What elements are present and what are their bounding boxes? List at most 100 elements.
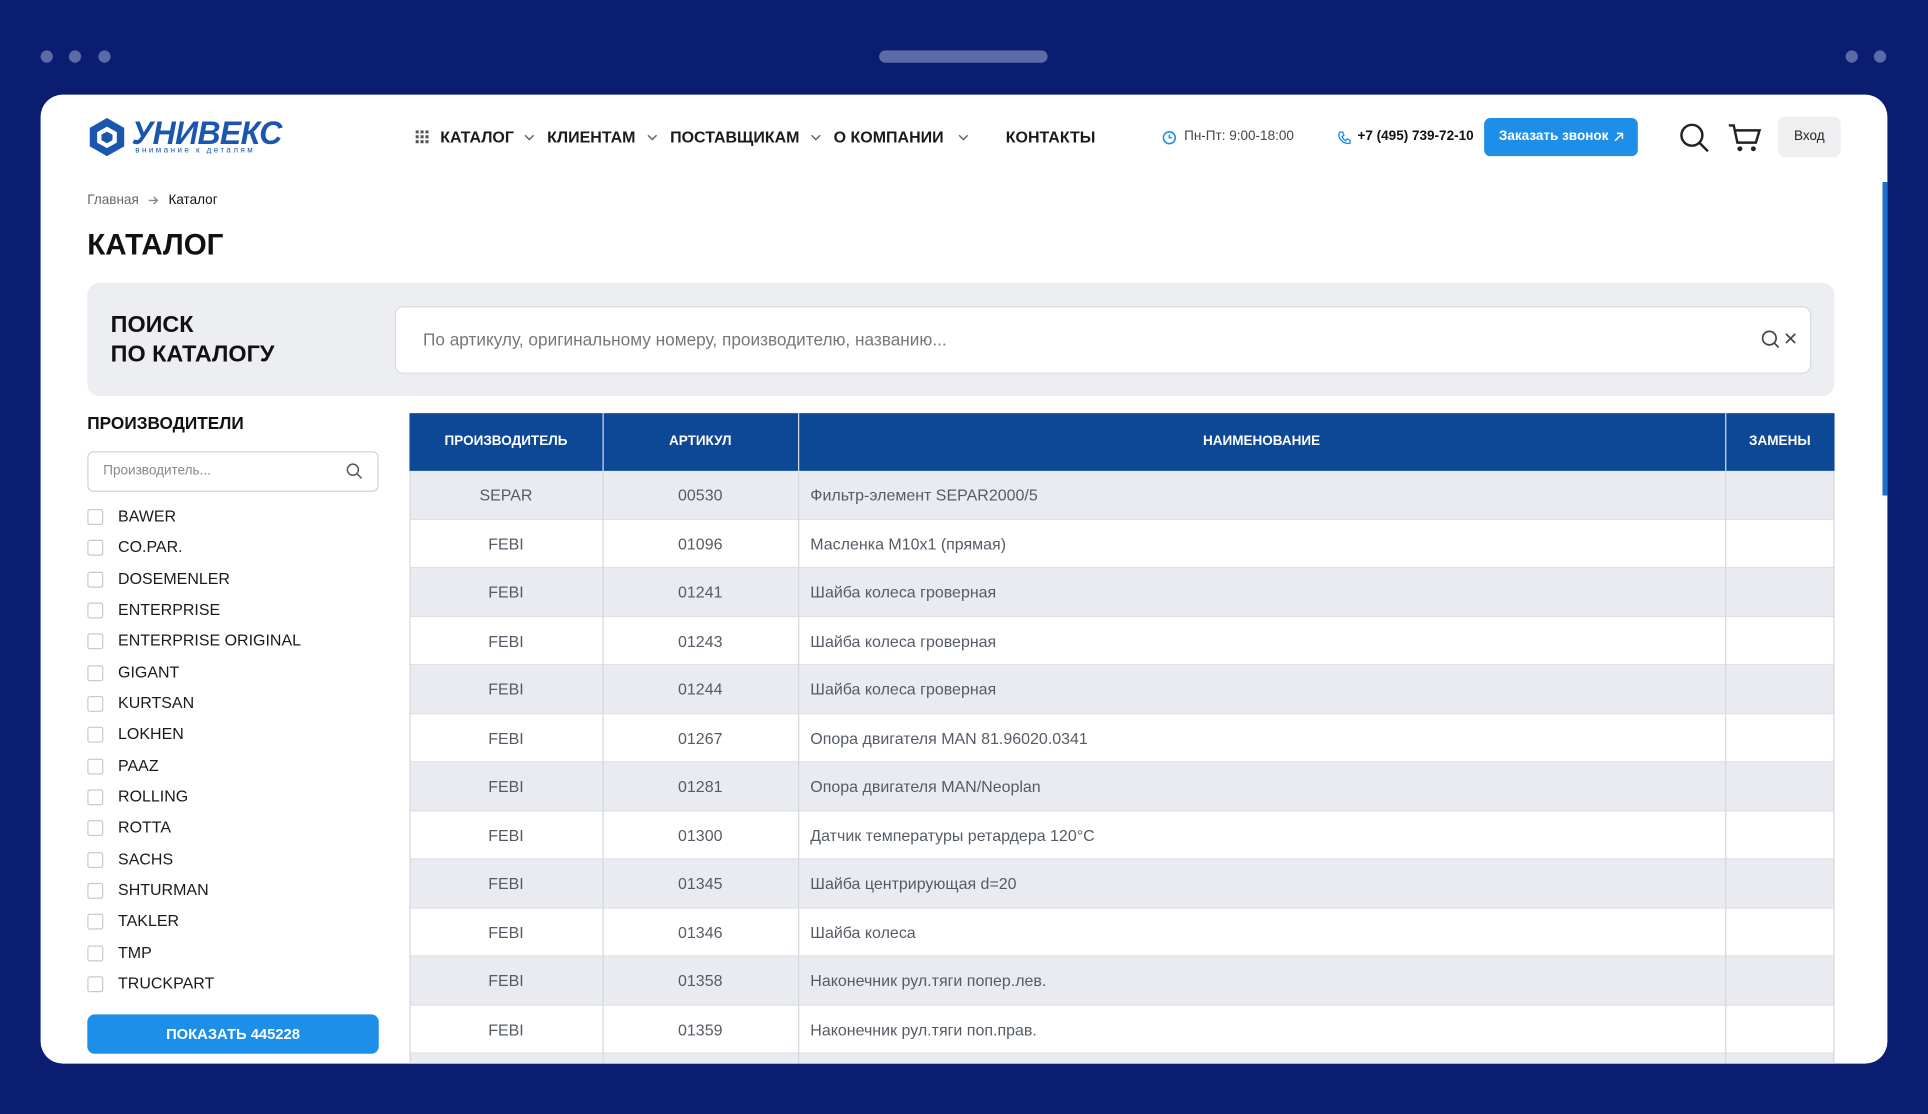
table-cell: Фильтр-элемент SEPAR2000/5 [810,485,1038,505]
catalog-grid-icon [415,130,429,144]
table-row [409,519,1835,569]
nav-item[interactable]: КЛИЕНТАМ [547,127,636,147]
nav-item[interactable]: О КОМПАНИИ [833,127,944,147]
callback-button[interactable] [1484,118,1638,157]
manufacturer-label[interactable]: ROLLING [118,786,189,806]
table-cell: FEBI [488,777,524,796]
manufacturer-checkbox[interactable] [87,882,104,899]
table-row [409,568,1835,617]
search-clear-icons[interactable] [1761,330,1800,350]
show-button[interactable] [87,1014,379,1054]
manufacturer-checkbox[interactable] [87,664,104,681]
manufacturer-label[interactable]: TMP [118,942,152,962]
logo-tagline: внимание к деталям [135,146,256,155]
table-cell: FEBI [488,582,524,602]
manufacturer-checkbox[interactable] [87,540,104,557]
nav-item[interactable]: КАТАЛОГ [440,127,514,147]
table-cell: Шайба центрирующая d=20 [810,874,1017,893]
manufacturer-label[interactable]: LOKHEN [118,724,184,744]
table-row [409,859,1835,909]
manufacturer-label[interactable]: TRUCKPART [118,973,215,993]
window-dot [1845,50,1858,63]
manufacturer-checkbox[interactable] [87,727,104,744]
table-cell: FEBI [488,728,524,747]
table-cell: Наконечник рул.тяги поп.прав. [810,1019,1037,1039]
login-button[interactable] [1777,116,1841,158]
nav-item[interactable]: КОНТАКТЫ [1005,127,1096,147]
cart-icon[interactable] [1728,122,1762,154]
manufacturer-checkbox[interactable] [87,571,104,588]
table-cell: FEBI [488,631,524,650]
table-cell: Шайба колеса гроверная [810,582,997,602]
search-input[interactable] [394,306,1812,374]
column-divider [602,413,604,1064]
manufacturer-checkbox[interactable] [87,633,104,650]
window-dot [40,50,53,63]
nav-chevron [647,134,658,141]
manufacturer-checkbox[interactable] [87,695,104,712]
nav-item[interactable]: ПОСТАВЩИКАМ [670,127,800,147]
manufacturer-checkbox[interactable] [87,602,104,619]
nav-chevron [958,134,969,141]
scrollbar[interactable] [1882,181,1888,496]
page-content: УНИВЕКС внимание к деталям Пн-Пт: 9:00-1… [87,114,1888,1064]
manufacturer-checkbox[interactable] [87,851,104,868]
table-row [409,1005,1835,1054]
table-row [409,956,1835,1006]
column-header: НАИМЕНОВАНИЕ [1202,434,1321,449]
manufacturer-checkbox[interactable] [87,913,104,930]
manufacturer-label[interactable]: BAWER [118,506,177,526]
column-divider [1725,413,1727,1064]
breadcrumb-link[interactable]: Главная [87,193,139,208]
table-cell: SEPAR [479,485,533,505]
manufacturer-label[interactable]: SACHS [118,849,174,868]
column-header: АРТИКУЛ [668,434,732,449]
table-border [409,470,1835,1064]
manufacturer-label[interactable]: SHTURMAN [118,880,209,899]
table-cell: 01267 [678,728,723,747]
filter-input[interactable] [87,451,379,492]
manufacturer-label[interactable]: CO.PAR. [118,537,183,557]
table-cell: 01358 [678,971,723,990]
manufacturer-checkbox[interactable] [87,976,104,993]
manufacturer-label[interactable]: GIGANT [118,662,180,681]
manufacturer-label[interactable]: KURTSAN [118,693,195,712]
manufacturer-label[interactable]: TAKLER [118,911,180,930]
table-cell: 01345 [678,874,723,893]
manufacturer-checkbox[interactable] [87,789,104,806]
table-cell: 00530 [678,485,723,505]
manufacturer-checkbox[interactable] [87,758,104,775]
search-label: ПО КАТАЛОГУ [110,341,275,368]
manufacturer-checkbox[interactable] [87,945,104,962]
filter-placeholder: Производитель... [103,463,211,479]
manufacturer-label[interactable]: ENTERPRISE ORIGINAL [118,631,302,650]
manufacturer-label[interactable]: PAAZ [118,755,159,775]
table-header [409,413,1835,471]
table-cell: Опора двигателя MAN/Neoplan [810,777,1041,796]
logo-text[interactable]: УНИВЕКС [131,114,283,152]
table-cell: Шайба колеса гроверная [810,679,997,699]
window-dot [1873,50,1887,63]
show-button-label: ПОКАЗАТЬ 445228 [166,1025,300,1043]
table-row [409,665,1835,714]
manufacturer-label[interactable]: DOSEMENLER [118,568,230,588]
manufacturer-checkbox[interactable] [87,820,104,837]
manufacturer-label[interactable]: ENTERPRISE [118,600,221,619]
manufacturer-checkbox[interactable] [87,509,104,526]
column-divider [798,413,800,1064]
search-icon[interactable] [1678,122,1710,154]
callback-label: Заказать звонок [1498,129,1609,144]
nav-chevron [524,134,535,141]
search-label: ПОИСК [110,312,194,339]
table-cell: 01359 [678,1019,723,1039]
table-cell: 01243 [678,631,723,650]
nav-chevron [811,134,821,141]
table-cell: FEBI [488,922,524,942]
phone-number[interactable]: +7 (495) 739-72-10 [1357,129,1474,144]
table-cell: Наконечник рул.тяги попер.лев. [810,971,1047,990]
table-row [409,713,1835,763]
window-dot [98,50,111,63]
table-cell: 01244 [678,679,723,699]
manufacturer-label[interactable]: ROTTA [118,818,172,837]
